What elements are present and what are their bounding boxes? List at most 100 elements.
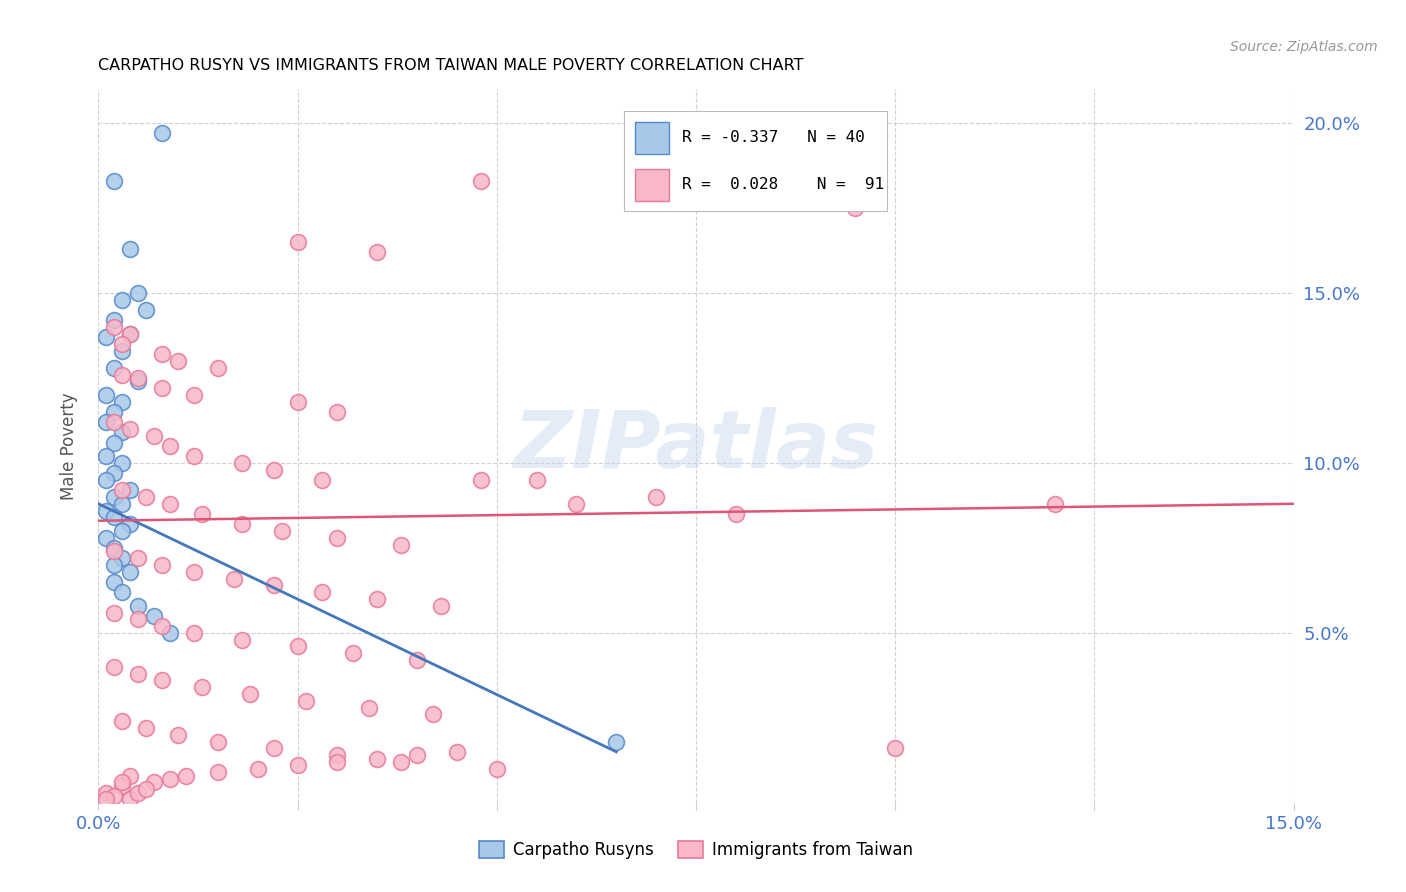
Point [111, 779, 134, 793]
Point [120, 792, 142, 806]
Point [120, 422, 142, 436]
Point [96, 330, 118, 344]
Point [103, 435, 125, 450]
Text: Source: ZipAtlas.com: Source: ZipAtlas.com [1230, 40, 1378, 54]
Point [103, 313, 125, 327]
Point [159, 626, 181, 640]
Point [263, 578, 285, 592]
Point [120, 242, 142, 256]
Point [96, 786, 118, 800]
Point [111, 456, 134, 470]
Point [207, 360, 229, 375]
Point [143, 608, 166, 623]
Point [103, 660, 125, 674]
Point [326, 755, 349, 769]
Point [470, 174, 492, 188]
Point [103, 490, 125, 504]
Point [231, 517, 253, 532]
Point [422, 707, 444, 722]
Point [485, 762, 508, 776]
Point [389, 755, 412, 769]
Point [127, 612, 149, 626]
Point [150, 558, 173, 572]
Point [143, 429, 166, 443]
Point [103, 544, 125, 558]
Point [120, 517, 142, 532]
Point [222, 572, 245, 586]
Point [135, 721, 157, 735]
Point [111, 337, 134, 351]
Point [111, 293, 134, 307]
Point [103, 466, 125, 480]
Point [150, 673, 173, 688]
Legend: Carpatho Rusyns, Immigrants from Taiwan: Carpatho Rusyns, Immigrants from Taiwan [472, 834, 920, 866]
Point [270, 524, 292, 538]
Point [207, 734, 229, 748]
Point [135, 303, 157, 318]
Point [366, 751, 388, 765]
Point [96, 388, 118, 402]
Point [605, 734, 627, 748]
Point [127, 786, 149, 800]
Point [526, 473, 548, 487]
Point [150, 127, 173, 141]
Point [111, 775, 134, 789]
Point [96, 449, 118, 463]
Point [287, 758, 309, 772]
Point [103, 558, 125, 572]
Point [159, 497, 181, 511]
Point [159, 772, 181, 786]
Point [103, 789, 125, 803]
Point [167, 354, 190, 368]
Point [342, 646, 364, 660]
Point [143, 775, 166, 789]
Point [191, 680, 214, 694]
Point [103, 541, 125, 555]
Point [311, 585, 333, 599]
Point [406, 748, 429, 763]
Text: CARPATHO RUSYN VS IMMIGRANTS FROM TAIWAN MALE POVERTY CORRELATION CHART: CARPATHO RUSYN VS IMMIGRANTS FROM TAIWAN… [98, 58, 804, 73]
Point [111, 425, 134, 440]
Point [111, 483, 134, 498]
Point [246, 762, 269, 776]
Point [96, 531, 118, 545]
Point [884, 741, 907, 756]
Point [111, 394, 134, 409]
Point [366, 245, 388, 260]
Point [127, 551, 149, 566]
Point [294, 694, 316, 708]
Point [135, 490, 157, 504]
Point [389, 537, 412, 551]
Point [446, 745, 468, 759]
Point [120, 326, 142, 341]
Point [326, 748, 349, 763]
Point [1043, 497, 1066, 511]
Point [135, 782, 157, 797]
Point [127, 371, 149, 385]
Point [111, 551, 134, 566]
Point [103, 510, 125, 524]
Point [191, 507, 214, 521]
Point [96, 792, 118, 806]
Point [231, 632, 253, 647]
Point [96, 415, 118, 429]
Point [96, 473, 118, 487]
Point [150, 619, 173, 633]
Point [111, 585, 134, 599]
Point [120, 483, 142, 498]
Point [120, 769, 142, 783]
Point [111, 343, 134, 358]
Point [287, 640, 309, 654]
Point [470, 473, 492, 487]
Y-axis label: Male Poverty: Male Poverty [59, 392, 77, 500]
Point [311, 473, 333, 487]
Point [183, 626, 205, 640]
Point [406, 653, 429, 667]
Point [127, 599, 149, 613]
Point [263, 463, 285, 477]
Point [150, 381, 173, 395]
Point [263, 741, 285, 756]
Point [103, 415, 125, 429]
Point [103, 360, 125, 375]
Point [120, 565, 142, 579]
